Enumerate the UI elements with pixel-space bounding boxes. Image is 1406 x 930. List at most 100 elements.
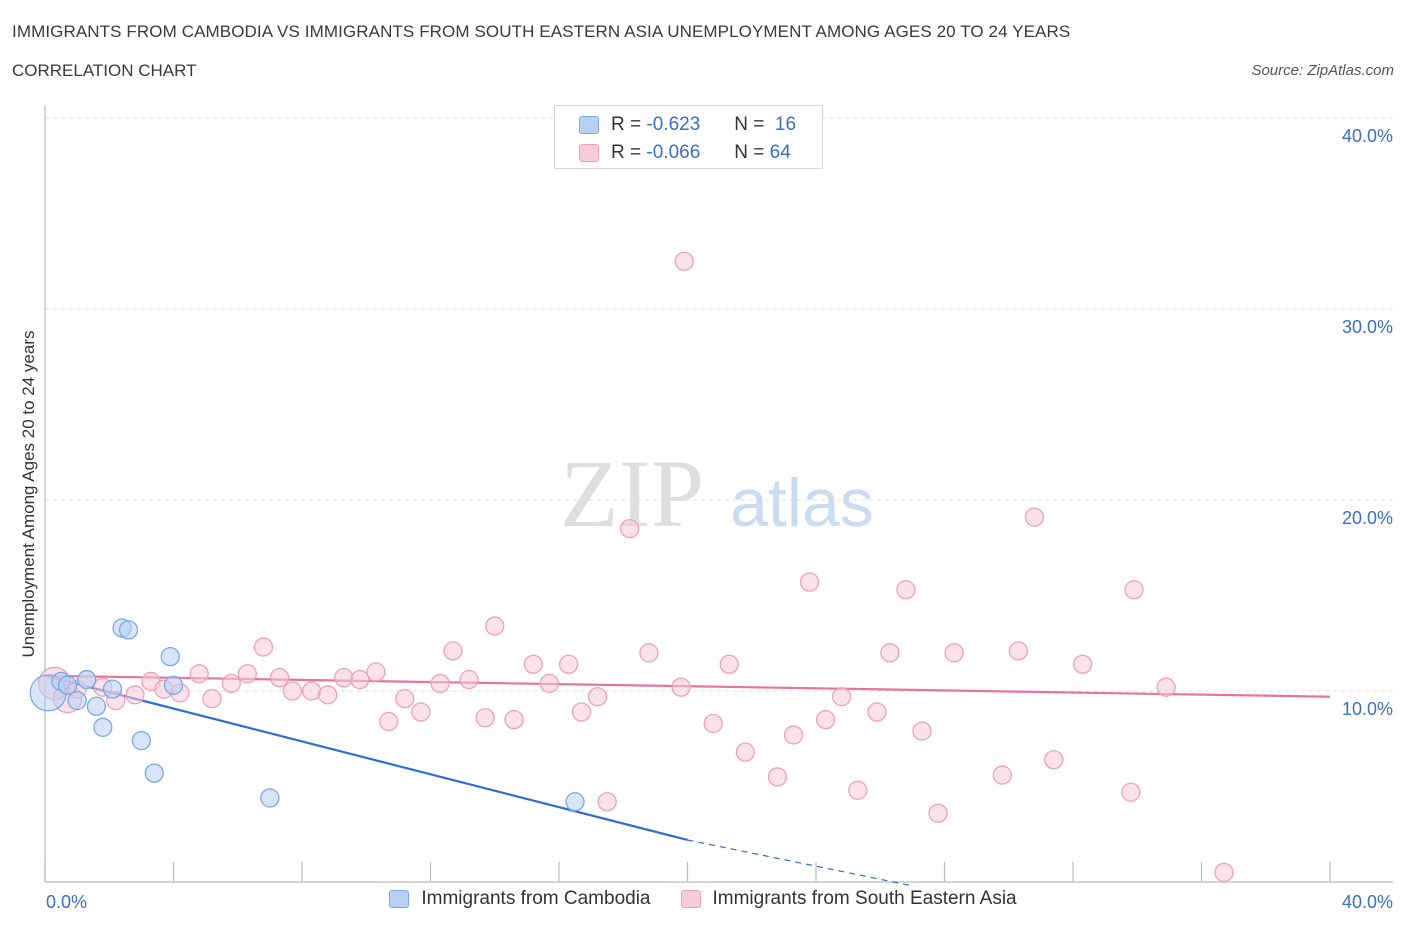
legend-r-label: R = [611,114,642,135]
point-sea [237,664,258,684]
point-sea [504,710,524,730]
y-tick-label: 20.0% [1342,508,1393,528]
series-legend: Immigrants from Cambodia Immigrants from… [0,888,1406,910]
point-sea [269,667,290,688]
chart-source: Source: ZipAtlas.com [1251,62,1394,79]
point-sea [571,702,592,722]
series-legend-sea[interactable]: Immigrants from South Eastern Asia [680,888,1017,910]
series-legend-cambodia[interactable]: Immigrants from Cambodia [389,888,651,910]
point-sea [485,616,505,636]
point-cambodia [67,690,87,711]
point-cambodia [102,679,123,699]
point-sea [896,580,916,600]
watermark: ZIP atlas [560,440,874,547]
point-sea [395,688,415,709]
trend-line-cambodia-extension [687,839,913,887]
point-sea [1124,580,1144,600]
tick-labels: 10.0% 20.0% 30.0% 40.0% [1342,126,1393,719]
correlation-legend: R = -0.623 N = 16 R = -0.066 N = 64 [554,105,823,169]
series-name-cambodia: Immigrants from Cambodia [421,888,651,909]
point-sea [767,767,788,787]
point-sea [430,673,450,694]
point-cambodia [118,620,139,640]
point-sea [815,710,836,730]
x-tick-label-max: 40.0% [1342,892,1393,912]
grid-lines [45,117,1393,692]
point-sea [735,742,755,762]
point-sea [202,688,222,709]
point-sea [475,708,495,728]
y-tick-label: 40.0% [1342,126,1393,146]
point-sea [880,643,900,663]
point-sea [848,780,868,800]
legend-n-value-sea: 64 [769,142,791,163]
y-tick-label: 10.0% [1342,699,1393,719]
point-cambodia [77,669,97,690]
point-sea [334,667,354,688]
point-cambodia [144,763,164,783]
point-sea [253,637,274,657]
point-sea [411,702,431,722]
point-sea [1008,641,1029,661]
point-sea [189,664,209,684]
legend-r-value-sea: -0.066 [646,142,701,163]
point-sea [639,643,659,663]
point-cambodia [93,717,113,737]
point-cambodia [86,696,107,716]
chart-title: IMMIGRANTS FROM CAMBODIA VS IMMIGRANTS F… [12,22,1071,41]
point-sea [366,662,386,682]
point-sea [221,673,241,694]
point-cambodia [131,731,152,751]
point-cambodia [57,675,78,695]
point-sea [671,677,691,697]
point-sea [719,654,739,674]
legend-row-cambodia: R = -0.623 N = 16 [579,113,796,137]
point-sea [799,572,820,592]
series-swatch-sea [680,890,701,908]
series-name-sea: Immigrants from South Eastern Asia [712,888,1017,909]
point-cambodia [163,675,184,695]
point-sea [459,669,479,690]
point-sea [1024,507,1045,527]
watermark-atlas: atlas [730,465,874,541]
point-sea [1072,654,1093,674]
legend-r-value-cambodia: -0.623 [646,114,701,135]
point-sea [832,687,852,707]
point-sea [1156,677,1176,697]
point-sea [928,803,948,823]
data-points [29,251,1234,883]
point-sea [443,641,463,661]
point-sea [379,711,399,732]
axes [44,105,1393,883]
point-cambodia [565,792,585,812]
point-cambodia [260,788,280,808]
point-sea [912,721,932,741]
legend-swatch-cambodia [579,116,599,134]
point-sea [350,669,370,690]
point-sea [703,713,723,734]
point-sea [282,681,303,701]
point-sea [674,251,694,271]
point-sea [1121,782,1141,802]
point-sea [558,654,579,674]
legend-swatch-sea [579,144,599,162]
y-axis-label: Unemployment Among Ages 20 to 24 years [19,331,38,658]
point-sea [867,702,887,722]
point-sea [620,519,640,539]
legend-n-label: N = [734,142,765,163]
point-sea [1044,750,1064,770]
legend-r-label: R = [611,142,642,163]
point-sea [597,792,617,812]
point-sea [539,673,560,694]
chart-subtitle: CORRELATION CHART [12,61,197,80]
series-swatch-cambodia [389,890,410,908]
point-sea [587,687,608,707]
point-sea [783,725,804,745]
point-sea [1214,862,1234,883]
legend-row-sea: R = -0.066 N = 64 [579,141,791,165]
y-tick-label: 30.0% [1342,317,1393,337]
point-sea [125,685,145,705]
trend-line-cambodia [44,674,688,842]
legend-n-label: N = [734,114,765,135]
